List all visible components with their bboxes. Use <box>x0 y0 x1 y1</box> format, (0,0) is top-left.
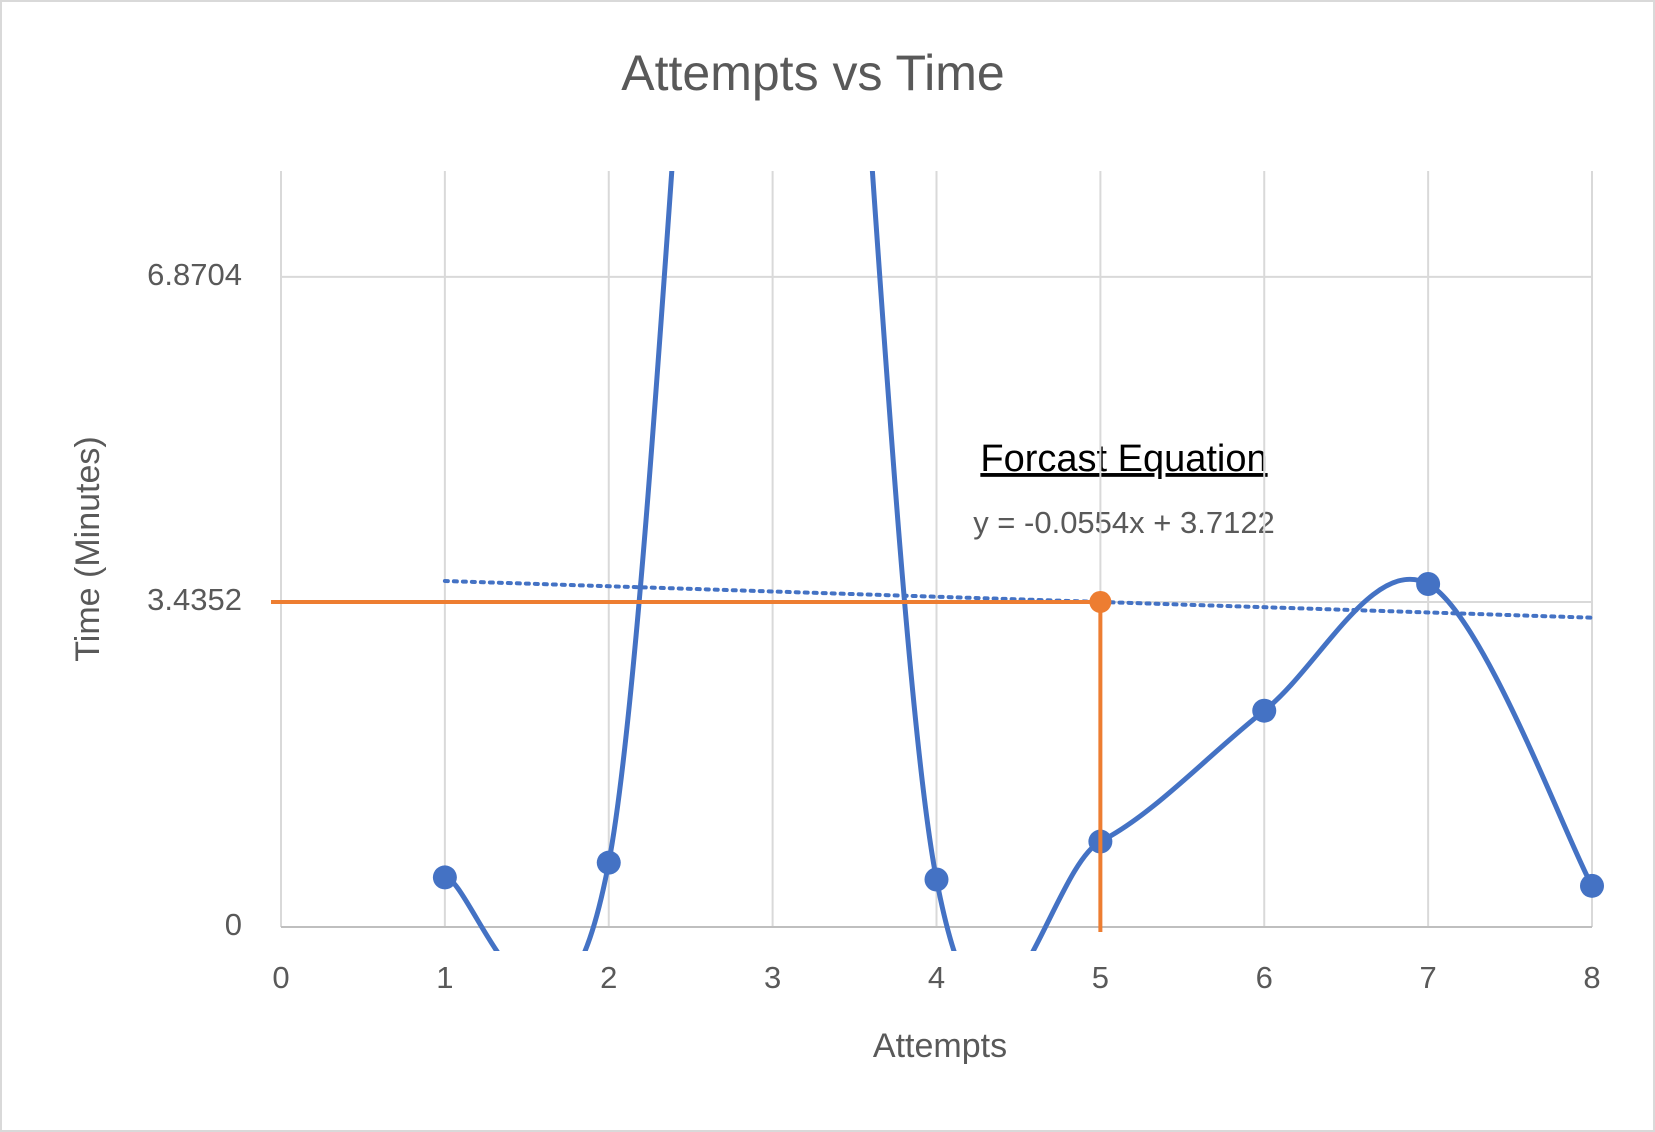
data-point <box>596 850 621 875</box>
x-tick-label: 0 <box>272 960 289 995</box>
x-tick-label: 3 <box>764 960 781 995</box>
x-tick-label: 5 <box>1092 960 1109 995</box>
x-tick-label: 2 <box>600 960 617 995</box>
data-point <box>1252 698 1277 723</box>
x-tick-label: 4 <box>928 960 945 995</box>
y-tick-label: 0 <box>225 907 242 942</box>
forecast-point <box>1089 590 1112 613</box>
plot-area <box>432 171 1604 951</box>
y-tick-label: 3.4352 <box>147 582 242 617</box>
chart-title: Attempts vs Time <box>621 45 1004 101</box>
data-point <box>1416 572 1441 597</box>
annotation-title: Forcast Equation <box>980 438 1267 480</box>
x-axis-title: Attempts <box>873 1027 1007 1065</box>
data-point <box>1580 873 1604 898</box>
data-point <box>432 865 457 890</box>
x-tick-label: 6 <box>1256 960 1273 995</box>
data-point <box>924 867 949 892</box>
x-tick-label: 1 <box>436 960 453 995</box>
y-tick-label: 6.8704 <box>147 257 242 292</box>
y-axis-title: Time (Minutes) <box>69 436 107 661</box>
x-tick-label: 7 <box>1420 960 1437 995</box>
trendline-equation: y = -0.0554x + 3.7122 <box>973 505 1275 540</box>
series-line <box>444 171 1595 951</box>
trendline <box>442 578 1594 620</box>
x-tick-label: 8 <box>1583 960 1600 995</box>
